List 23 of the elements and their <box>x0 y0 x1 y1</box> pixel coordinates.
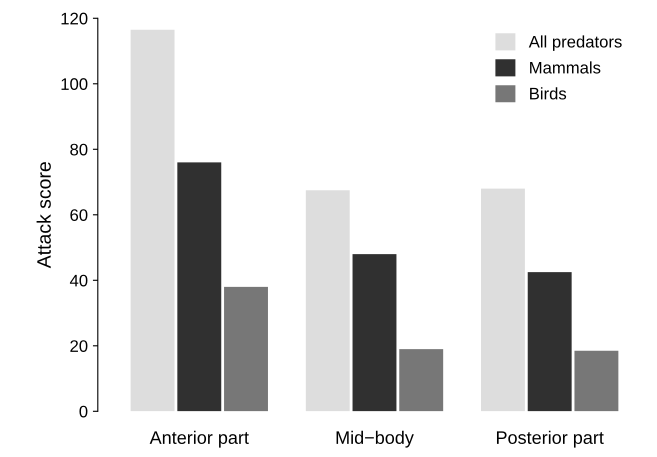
bar <box>399 349 444 412</box>
bar <box>306 190 350 412</box>
y-tick-label: 0 <box>79 406 88 418</box>
y-tick-label: 60 <box>70 209 88 221</box>
y-tick-label: 120 <box>62 12 88 24</box>
legend-label: Mammals <box>530 61 600 74</box>
y-axis-title: Attack score <box>36 162 51 268</box>
legend-label: All predators <box>528 35 622 51</box>
bar <box>177 162 222 412</box>
y-tick-label: 40 <box>70 274 88 286</box>
y-tick-label: 80 <box>70 144 88 156</box>
y-tick-label: 100 <box>62 78 88 90</box>
bar <box>481 188 525 412</box>
bar <box>528 272 572 412</box>
bar <box>574 350 618 412</box>
bar <box>130 30 175 412</box>
legend-label: Birds <box>530 87 566 100</box>
x-tick-label: Anterior part <box>150 430 249 448</box>
x-tick-label: Posterior part <box>496 430 604 448</box>
bar <box>352 254 396 412</box>
bar <box>224 286 268 412</box>
y-tick-label: 20 <box>70 340 88 352</box>
x-tick-label: Mid−body <box>336 430 414 448</box>
